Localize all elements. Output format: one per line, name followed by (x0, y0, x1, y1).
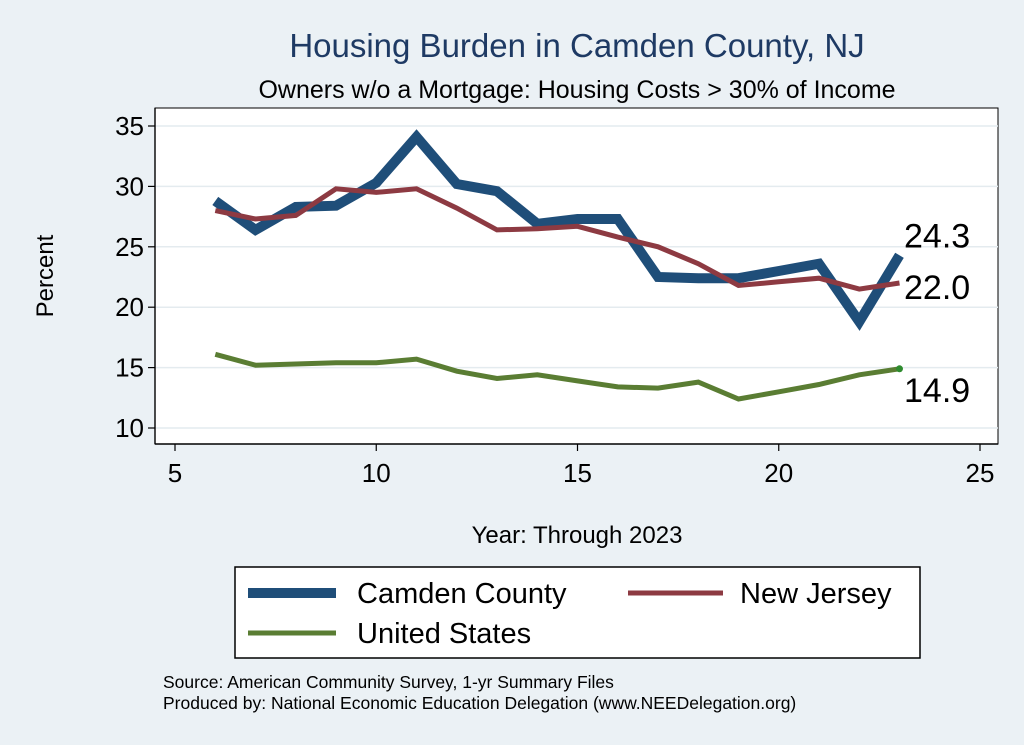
x-tick-label: 20 (764, 458, 793, 488)
source-note: Source: American Community Survey, 1-yr … (163, 672, 614, 692)
y-axis-label: Percent (32, 234, 59, 317)
chart-title: Housing Burden in Camden County, NJ (289, 27, 864, 64)
y-tick-label: 20 (115, 292, 144, 322)
series-line-camden-county (212, 129, 904, 331)
legend-label-new-jersey: New Jersey (740, 578, 892, 610)
producer-note: Produced by: National Economic Education… (163, 693, 796, 713)
legend-label-camden: Camden County (357, 578, 567, 610)
y-tick-label: 15 (115, 353, 144, 383)
y-tick-label: 10 (115, 413, 144, 443)
plot-area (154, 107, 999, 445)
series-line-united-states (214, 351, 900, 402)
y-tick-label: 35 (115, 111, 144, 141)
chart-subtitle: Owners w/o a Mortgage: Housing Costs > 3… (258, 76, 895, 104)
endpoint-marker-united-states (896, 365, 903, 373)
series-line-new-jersey (214, 186, 900, 292)
y-tick-label: 30 (115, 171, 144, 201)
legend-label-united-states: United States (357, 618, 531, 650)
x-tick-label: 15 (563, 458, 592, 488)
axes: 10 15 20 25 30 35 5 10 15 20 25 (115, 108, 998, 488)
x-axis-label: Year: Through 2023 (472, 522, 683, 549)
y-tick-label: 25 (115, 232, 144, 262)
x-tick-label: 25 (966, 458, 995, 488)
legend-box (234, 566, 921, 659)
end-label-united-states: 14.9 (904, 372, 970, 410)
series-lines (212, 129, 904, 402)
end-labels: 24.3 22.0 14.9 (904, 217, 970, 410)
end-label-new-jersey: 22.0 (904, 269, 970, 307)
end-label-camden-county: 24.3 (904, 217, 970, 255)
x-tick-label: 10 (362, 458, 391, 488)
x-tick-label: 5 (168, 458, 182, 488)
grid-lines (155, 125, 998, 429)
